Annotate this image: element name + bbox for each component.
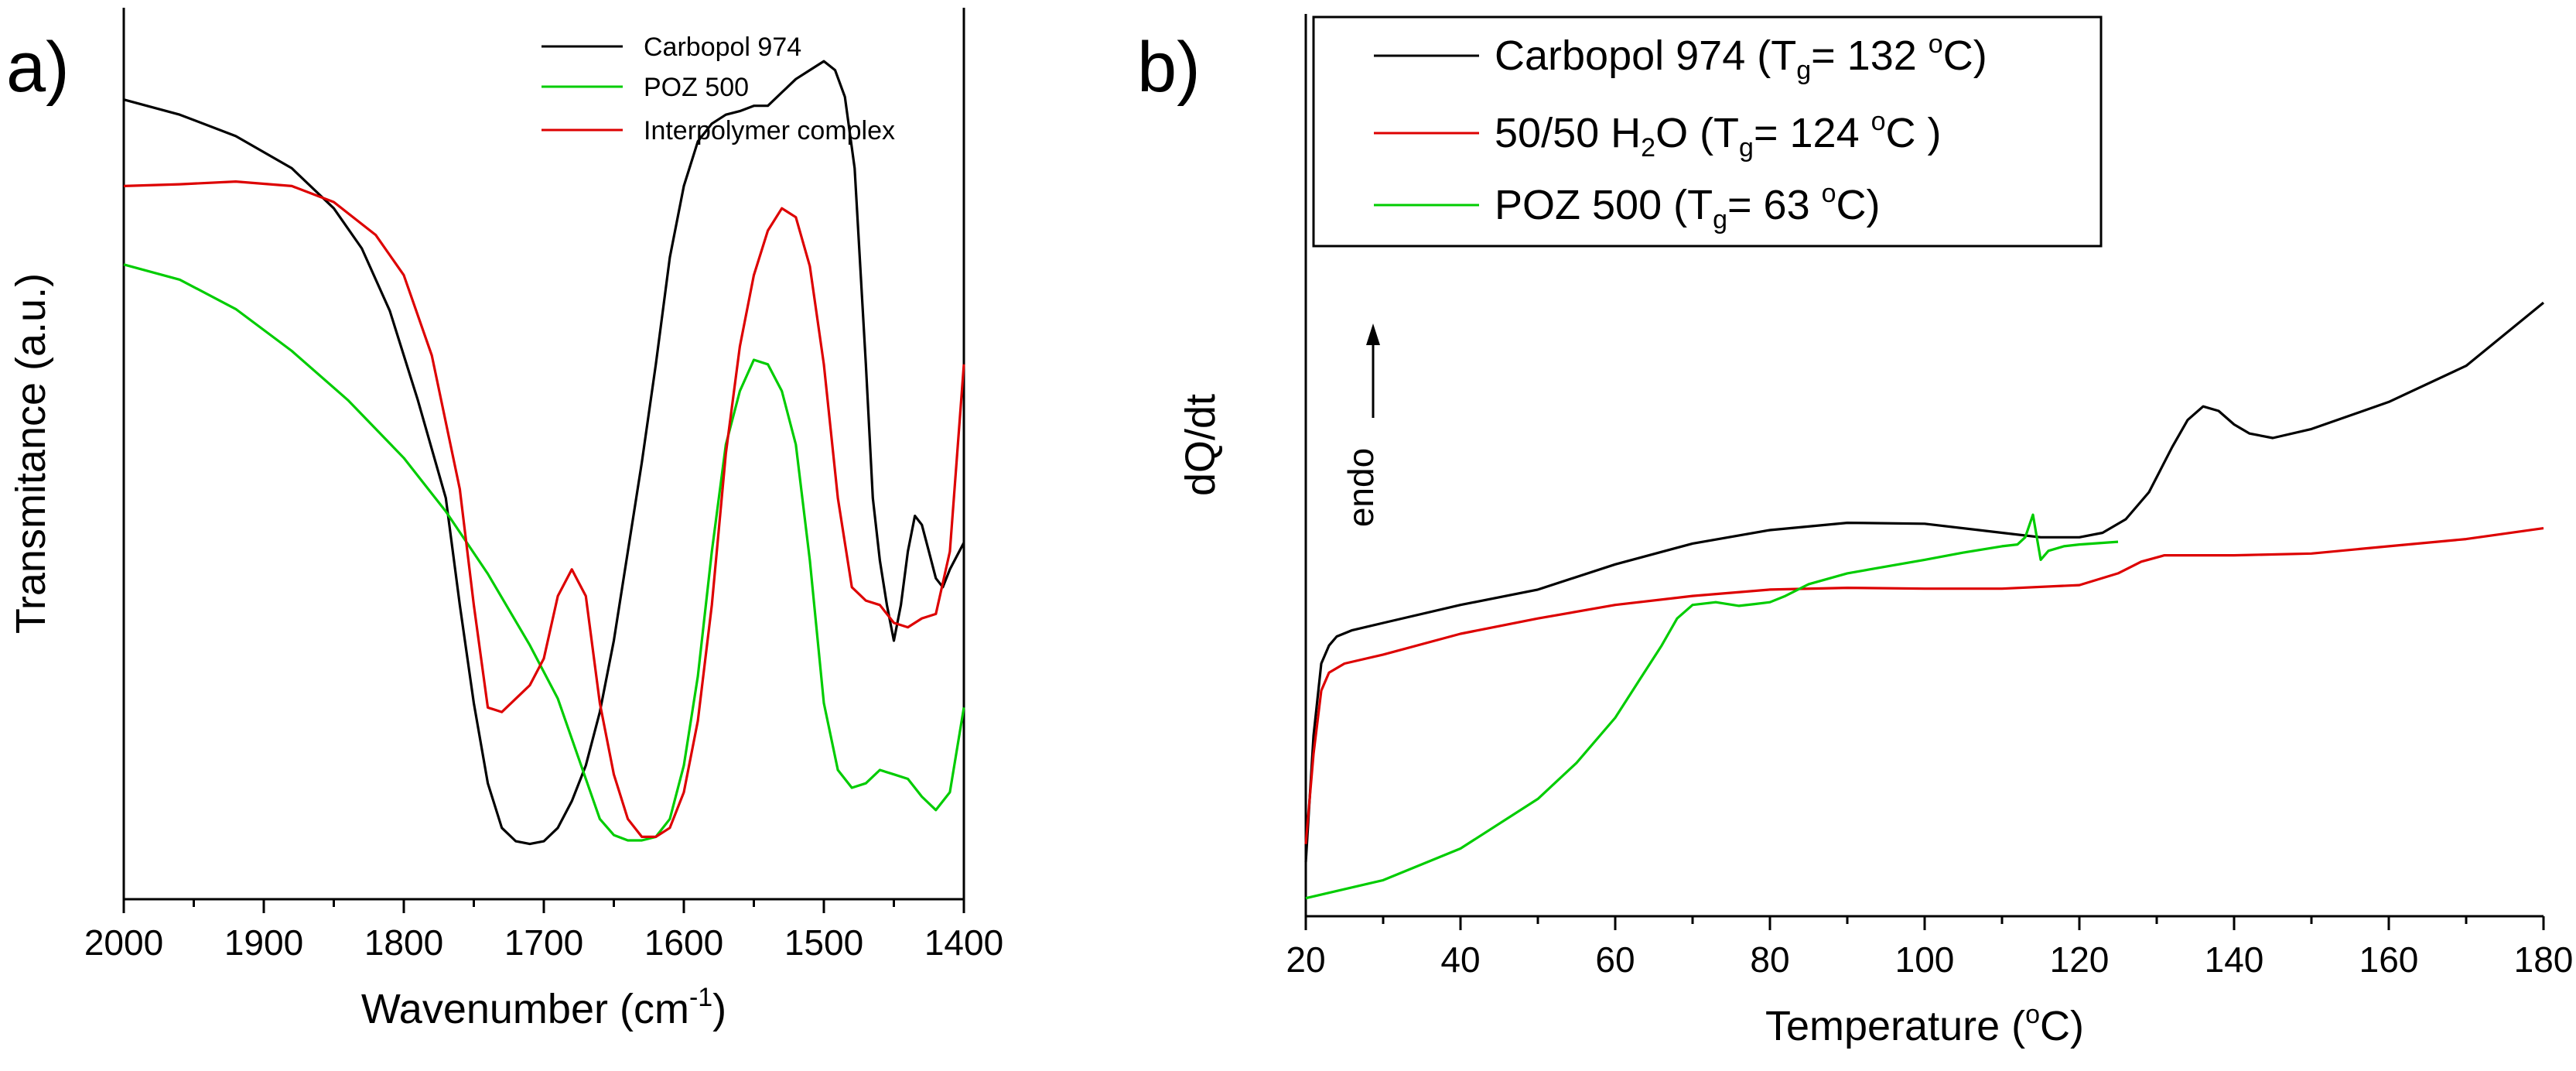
x-tick-label-160: 160 <box>2359 939 2419 980</box>
x-tick-label-180: 180 <box>2514 939 2574 980</box>
x-tick-label-120: 120 <box>2050 939 2110 980</box>
series-line-carbopol-974 <box>123 60 965 846</box>
x-tick-label-20: 20 <box>1286 939 1325 980</box>
endo-arrow-head <box>1366 323 1380 345</box>
x-axis-title: Wavenumber (cm-1) <box>361 983 726 1032</box>
x-tick-label-1700: 1700 <box>504 922 583 963</box>
x-tick-label-2000: 2000 <box>84 922 163 963</box>
legend-label-50-50-h2o: 50/50 H2O (Tg= 124 oC ) <box>1495 107 1942 163</box>
series-line-poz-500 <box>1305 513 2119 900</box>
x-tick-label-100: 100 <box>1895 939 1955 980</box>
legend-label-interpolymer-complex: Interpolymer complex <box>644 116 895 145</box>
panel-b-chart: 20 40 60 80 100 120 140 160 180 Temperature (oC) d… <box>1177 14 2573 1049</box>
legend-label-poz-500: POZ 500 (Tg= 63 oC) <box>1495 179 1881 234</box>
series-line-50-50-h2o <box>1304 527 2544 844</box>
legend-label-carbopol-974: Carbopol 974 <box>644 33 801 62</box>
x-tick-label-60: 60 <box>1595 939 1635 980</box>
series-line-carbopol-974 <box>1304 301 2545 863</box>
x-tick-label-140: 140 <box>2205 939 2264 980</box>
legend-label-carbopol-974: Carbopol 974 (Tg= 132 oC) <box>1495 29 1987 85</box>
x-axis-title: Temperature (oC) <box>1765 1000 2084 1049</box>
x-tick-label-1900: 1900 <box>224 922 303 963</box>
x-tick-label-1800: 1800 <box>364 922 443 963</box>
y-axis-title: dQ/dt <box>1177 394 1224 496</box>
endo-annotation: endo <box>1341 448 1381 527</box>
x-tick-label-1500: 1500 <box>784 922 863 963</box>
x-tick-label-1400: 1400 <box>924 922 1003 963</box>
x-tick-label-80: 80 <box>1750 939 1789 980</box>
y-axis-title: Transmitance (a.u.) <box>8 273 54 634</box>
series-line-interpolymer-complex <box>123 180 965 838</box>
panel-a-label: a) <box>6 28 70 107</box>
legend-label-poz-500: POZ 500 <box>644 73 749 102</box>
x-tick-label-40: 40 <box>1440 939 1480 980</box>
panel-b-label: b) <box>1137 28 1201 107</box>
x-tick-label-1600: 1600 <box>644 922 723 963</box>
series-line-poz-500 <box>123 263 965 842</box>
panel-a-chart: 2000 1900 1800 1700 1600 1500 1400 Wavenumber (… <box>8 8 1003 1032</box>
